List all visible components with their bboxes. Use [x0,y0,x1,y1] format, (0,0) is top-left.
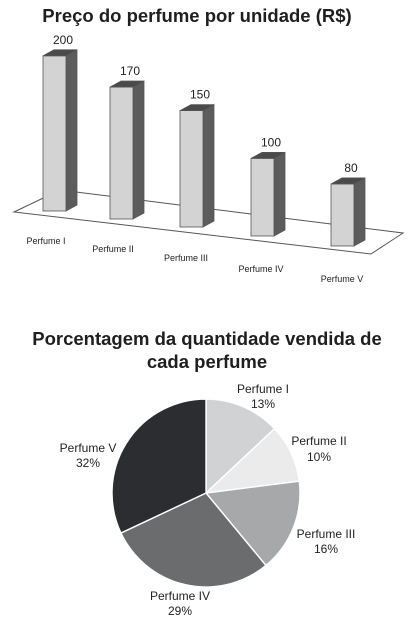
bar-chart-title: Preço do perfume por unidade (R$) [42,5,351,26]
bar-top-face [330,177,366,185]
pie-slices [111,398,301,588]
bar-value-label: 80 [344,161,358,175]
bar-front-face [179,110,204,228]
bar-side-face [65,49,78,212]
pie-slice-pct: 10% [307,450,331,464]
pie-slice-name: Perfume IV [150,589,210,603]
bar-category-label: Perfume V [321,274,364,284]
bar-side-face [353,177,366,247]
pie-slice-name: Perfume II [291,434,346,448]
pie-slice-name: Perfume I [237,382,289,396]
pie-chart-title-line-1: Porcentagem da quantidade vendida de [32,328,382,349]
bar-value-labels: 200 170 150 100 80 [53,33,358,175]
pie-slice-pct: 16% [314,542,338,556]
bar-category-label: Perfume III [164,253,208,263]
bar-value-label: 100 [261,135,281,149]
bar [42,49,78,212]
pie-slice-labels: Perfume I 13% Perfume II 10% Perfume III… [60,382,356,618]
bar-front-face [330,183,355,247]
bar-top-face [42,49,78,57]
bar-top-face [179,104,215,111]
bar-value-label: 150 [190,88,210,102]
bar-front-face [109,86,134,220]
bar-value-label: 200 [53,33,73,47]
bar-category-label: Perfume IV [238,264,283,274]
pie-slice-name: Perfume III [297,527,356,541]
bar-value-label: 170 [120,64,140,78]
pie-slice-pct: 13% [251,397,275,411]
pie-slice-name: Perfume V [60,441,117,455]
pie-slice [204,480,301,567]
bar-category-labels: Perfume I Perfume II Perfume III Perfume… [26,236,363,284]
pie-slice-pct: 29% [168,604,192,618]
bar-side-face [273,151,286,237]
bar-series [42,49,366,247]
pie-slice [111,398,207,534]
pie-chart-title-line-2: cada perfume [147,351,267,372]
bar-top-face [250,151,286,159]
bar-category-label: Perfume II [92,244,134,254]
bar [330,177,366,247]
pie-slice [205,398,276,495]
bar-top-face [109,80,145,88]
bar-category-label: Perfume I [26,236,65,246]
bar-chart: Preço do perfume por unidade (R$) 200 17… [12,5,405,284]
bar [250,151,286,237]
bar-side-face [202,103,215,228]
bar [179,103,215,228]
pie-chart: Porcentagem da quantidade vendida de cad… [32,328,382,618]
bar-front-face [42,55,67,212]
bar-front-face [250,157,275,237]
pie-slice-pct: 32% [76,456,100,470]
bar [109,80,145,220]
bar-side-face [132,80,145,220]
